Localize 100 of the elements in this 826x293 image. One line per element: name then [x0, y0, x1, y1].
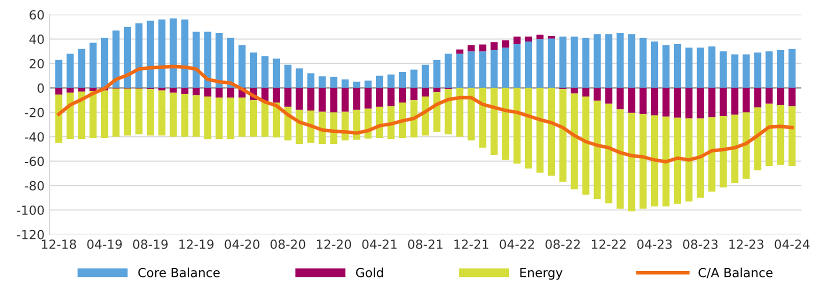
y-tick-label: 20 [30, 58, 44, 68]
bar [559, 89, 566, 182]
bar [514, 44, 521, 88]
bar [708, 117, 716, 192]
bar [238, 98, 246, 137]
bar [536, 88, 544, 173]
bar [479, 44, 486, 52]
bar [330, 88, 338, 112]
y-tick-label: -40 [24, 132, 44, 142]
bar [514, 36, 521, 44]
bar [284, 88, 292, 107]
x-tick-label: 04-20 [224, 239, 260, 249]
bar [204, 32, 212, 88]
bar [181, 94, 188, 137]
bar [307, 88, 314, 110]
bar [216, 98, 223, 140]
bar [250, 52, 258, 88]
bar [777, 88, 784, 105]
bar [524, 88, 532, 168]
bar [398, 88, 406, 103]
bar [696, 48, 704, 88]
bar [250, 100, 258, 137]
bar [731, 114, 738, 184]
bar [651, 115, 658, 206]
bar [90, 42, 97, 88]
bar [479, 88, 486, 148]
bar [66, 88, 74, 93]
bar [146, 20, 154, 88]
bar [170, 92, 177, 137]
bar [238, 45, 246, 88]
bar [651, 42, 658, 88]
legend-label: Energy [520, 268, 562, 280]
bar [181, 20, 188, 88]
bar [777, 50, 784, 88]
x-tick-label: 04-23 [637, 239, 672, 249]
bar [101, 90, 108, 138]
bar [124, 88, 132, 136]
bar [524, 42, 532, 88]
bar [479, 51, 486, 88]
line-series [56, 64, 794, 164]
bar [318, 88, 326, 112]
bar [696, 118, 704, 198]
x-tick-label: 08-21 [408, 239, 442, 249]
bar [78, 88, 86, 92]
bar [720, 116, 727, 188]
bar [490, 88, 498, 156]
bar [502, 48, 510, 88]
bar [582, 96, 590, 195]
bar [330, 76, 338, 88]
bar [766, 51, 773, 88]
bar [170, 18, 177, 88]
bar [387, 74, 395, 88]
bar [490, 42, 498, 50]
bar [674, 118, 682, 204]
bar [766, 104, 773, 166]
bar [227, 98, 234, 140]
bar [502, 40, 510, 48]
bar [364, 80, 372, 88]
bar [55, 88, 62, 95]
bar [55, 60, 62, 88]
bar [616, 109, 624, 209]
bar [559, 36, 566, 88]
x-tick-label: 12-23 [729, 239, 764, 249]
bar [742, 88, 750, 112]
bar [422, 64, 429, 88]
bar [594, 100, 601, 199]
bar [582, 88, 590, 96]
bar [720, 51, 727, 88]
bar [78, 48, 86, 88]
bar [468, 88, 475, 140]
y-tick-label: -20 [24, 108, 44, 118]
bar [640, 38, 647, 88]
x-tick-label: 08-22 [546, 239, 580, 249]
bar [616, 32, 624, 88]
bar [342, 79, 349, 88]
bar [570, 93, 578, 190]
x-tick-label: 04-22 [500, 239, 534, 249]
bar [90, 90, 97, 138]
bar [468, 45, 475, 52]
bar [422, 88, 429, 96]
bar [570, 36, 578, 88]
bar [261, 56, 269, 88]
bar [502, 88, 510, 160]
bar [720, 88, 727, 116]
bar [582, 38, 590, 88]
x-tick-label: 04-19 [87, 239, 122, 249]
bar [296, 88, 303, 110]
bar [731, 88, 738, 115]
x-tick-label: 12-20 [316, 239, 352, 249]
y-tick-label: 60 [30, 10, 44, 20]
bar [605, 88, 612, 104]
bar [788, 48, 796, 88]
bar [754, 107, 762, 170]
bar [204, 96, 212, 140]
bar [227, 88, 234, 98]
bar [158, 90, 166, 136]
x-tick-label: 12-21 [454, 239, 488, 249]
bar [216, 32, 223, 88]
bar [376, 88, 384, 107]
bar [90, 88, 97, 91]
